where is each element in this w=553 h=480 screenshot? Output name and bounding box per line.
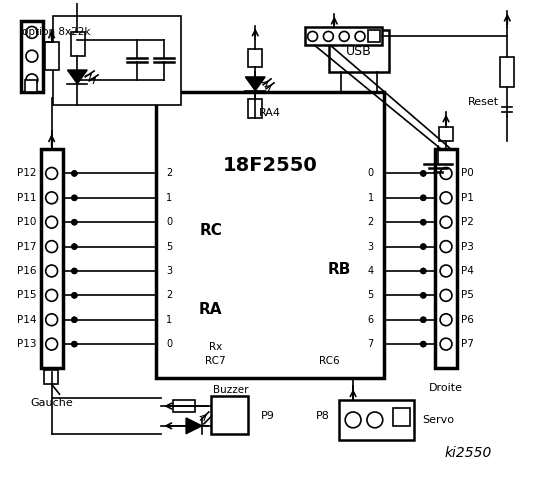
Text: ki2550: ki2550	[444, 445, 492, 459]
Text: P12: P12	[17, 168, 37, 179]
Text: 3: 3	[166, 266, 173, 276]
Polygon shape	[186, 418, 202, 434]
Text: 2: 2	[368, 217, 374, 227]
Bar	[368, 30, 380, 42]
Text: P11: P11	[17, 193, 37, 203]
Bar	[439, 127, 453, 141]
Circle shape	[72, 195, 77, 200]
Text: P13: P13	[17, 339, 37, 349]
Circle shape	[72, 342, 77, 347]
Text: 1: 1	[166, 315, 173, 325]
Bar	[25, 80, 37, 92]
Text: RA4: RA4	[259, 108, 281, 119]
Bar	[211, 396, 248, 434]
Text: P7: P7	[461, 339, 474, 349]
Circle shape	[72, 317, 77, 322]
Text: 0: 0	[166, 217, 173, 227]
Text: 2: 2	[166, 168, 173, 179]
Bar	[45, 42, 59, 70]
Polygon shape	[246, 77, 265, 91]
Bar	[21, 21, 43, 92]
Text: 7: 7	[368, 339, 374, 349]
Text: P2: P2	[461, 217, 474, 227]
Text: P9: P9	[261, 411, 275, 421]
Text: P1: P1	[461, 193, 474, 203]
Text: 6: 6	[368, 315, 374, 325]
Text: P15: P15	[17, 290, 37, 300]
Text: option 8x22k: option 8x22k	[22, 27, 91, 37]
Text: 1: 1	[166, 193, 173, 203]
Text: P5: P5	[461, 290, 474, 300]
Text: Servo: Servo	[422, 415, 455, 425]
Text: Rx: Rx	[209, 342, 222, 352]
Text: P0: P0	[461, 168, 473, 179]
Circle shape	[421, 293, 426, 298]
Text: 0: 0	[166, 339, 173, 349]
Text: Reset: Reset	[468, 96, 499, 107]
Text: P3: P3	[461, 241, 474, 252]
Text: RA: RA	[199, 302, 222, 317]
Bar	[339, 400, 414, 440]
Text: P10: P10	[18, 217, 37, 227]
Bar	[435, 149, 457, 369]
Text: P4: P4	[461, 266, 474, 276]
Circle shape	[72, 268, 77, 274]
Text: 5: 5	[166, 241, 173, 252]
Text: RC: RC	[199, 223, 222, 238]
Text: RB: RB	[327, 262, 351, 277]
Text: P14: P14	[17, 315, 37, 325]
Text: P8: P8	[316, 411, 330, 421]
Bar	[71, 33, 85, 56]
Circle shape	[421, 317, 426, 322]
Text: 18F2550: 18F2550	[223, 156, 317, 175]
Circle shape	[421, 220, 426, 225]
Text: 0: 0	[368, 168, 374, 179]
Circle shape	[72, 293, 77, 298]
Circle shape	[421, 268, 426, 274]
Text: 2: 2	[166, 290, 173, 300]
Text: 4: 4	[368, 266, 374, 276]
Text: RC6: RC6	[319, 356, 340, 366]
Bar	[41, 149, 62, 369]
Text: Droite: Droite	[429, 383, 463, 393]
Bar	[305, 27, 382, 45]
Circle shape	[72, 220, 77, 225]
Bar	[44, 371, 58, 384]
Bar	[248, 99, 262, 119]
Bar	[500, 57, 514, 87]
Circle shape	[421, 195, 426, 200]
Text: 3: 3	[368, 241, 374, 252]
Bar	[248, 49, 262, 67]
Circle shape	[72, 171, 77, 176]
Bar	[53, 16, 181, 105]
Circle shape	[72, 244, 77, 249]
Text: Buzzer: Buzzer	[213, 385, 248, 395]
Text: P6: P6	[461, 315, 474, 325]
Text: P16: P16	[17, 266, 37, 276]
Text: 5: 5	[368, 290, 374, 300]
Text: Gauche: Gauche	[30, 398, 73, 408]
Text: RC7: RC7	[205, 356, 226, 366]
Bar	[393, 408, 410, 426]
Circle shape	[421, 244, 426, 249]
Text: USB: USB	[346, 45, 372, 58]
Text: P17: P17	[17, 241, 37, 252]
Text: 1: 1	[368, 193, 374, 203]
Circle shape	[421, 342, 426, 347]
Bar	[173, 400, 195, 412]
Bar	[156, 92, 384, 378]
Circle shape	[421, 171, 426, 176]
Polygon shape	[67, 70, 87, 84]
Bar	[330, 30, 389, 72]
